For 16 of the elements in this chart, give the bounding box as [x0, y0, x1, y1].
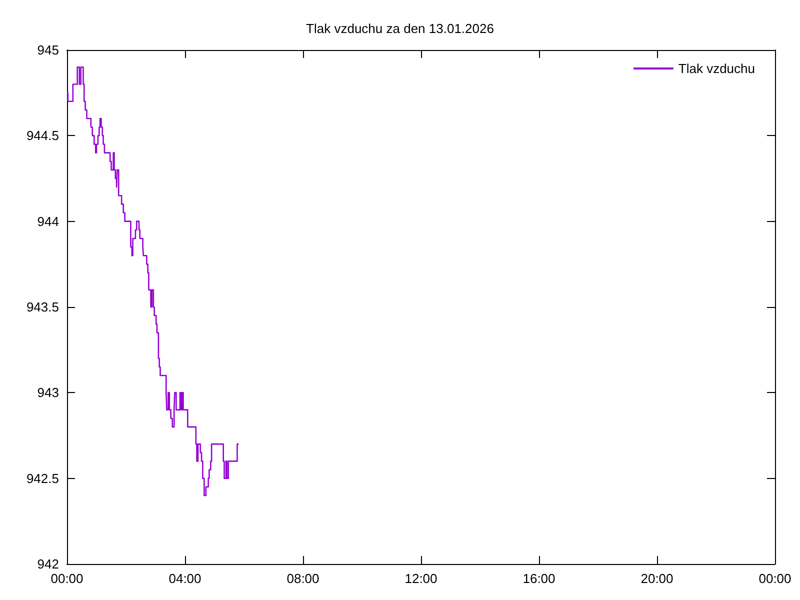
- y-tick-label: 942.5: [26, 470, 59, 486]
- x-tick-label: 12:00: [404, 571, 438, 586]
- y-tick-label: 945: [37, 42, 59, 58]
- x-tick-label: 00:00: [50, 571, 84, 586]
- chart-title: Tlak vzduchu za den 13.01.2026: [306, 21, 494, 36]
- x-tick-label: 04:00: [168, 571, 202, 586]
- y-tick-label: 943.5: [26, 300, 59, 314]
- y-tick-label: 944.5: [26, 128, 59, 144]
- y-tick-label: 942: [37, 556, 59, 572]
- x-tick-label: 20:00: [640, 571, 674, 586]
- y-tick-label: 943: [37, 385, 59, 400]
- x-tick-label: 00:00: [758, 571, 792, 586]
- legend-label: Tlak vzduchu: [678, 61, 756, 76]
- x-tick-label: 08:00: [286, 571, 320, 586]
- y-tick-label: 944: [37, 214, 59, 229]
- x-tick-label: 16:00: [522, 571, 556, 586]
